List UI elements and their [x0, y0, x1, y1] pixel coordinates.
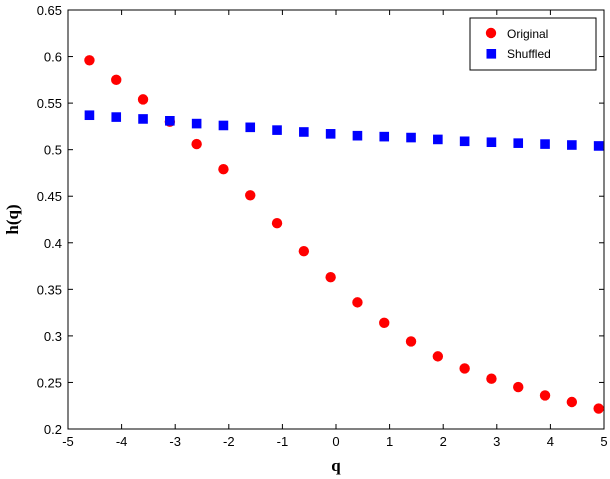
x-tick-label: 3	[493, 434, 500, 449]
x-tick-label: 4	[547, 434, 554, 449]
data-point-original	[298, 245, 310, 257]
data-point-shuffled	[325, 129, 336, 139]
x-tick-label: -5	[62, 434, 74, 449]
data-point-shuffled	[593, 141, 604, 151]
plot-area	[67, 9, 605, 430]
data-point-original	[352, 297, 363, 308]
data-point-shuffled	[111, 112, 122, 122]
x-tick-label: -3	[169, 434, 181, 449]
data-point-original	[593, 403, 604, 414]
data-point-original	[405, 336, 417, 347]
y-tick-label: 0.25	[37, 375, 62, 390]
data-point-shuffled	[191, 118, 202, 129]
data-point-original	[379, 317, 390, 329]
data-point-original	[111, 74, 122, 86]
data-point-original	[325, 272, 336, 283]
data-point-original	[432, 351, 444, 362]
data-markers	[84, 55, 604, 414]
x-tick-label: 2	[440, 434, 447, 449]
y-tick-label: 0.45	[37, 189, 62, 204]
data-point-shuffled	[352, 130, 363, 141]
y-tick-label: 0.6	[44, 50, 62, 65]
y-tick-label: 0.65	[37, 3, 62, 18]
x-tick-label: -2	[223, 434, 235, 449]
data-point-original	[245, 190, 256, 201]
data-point-shuffled	[379, 131, 390, 142]
x-tick-label: 0	[332, 434, 339, 449]
data-point-shuffled	[272, 125, 282, 135]
data-point-shuffled	[218, 120, 229, 131]
legend: Original Shuffled	[469, 17, 597, 71]
data-point-shuffled	[540, 139, 550, 149]
data-point-original	[486, 373, 497, 384]
y-tick-label: 0.2	[44, 422, 62, 437]
data-point-original	[191, 138, 202, 150]
legend-marker-original	[485, 27, 497, 39]
data-point-original	[137, 94, 149, 105]
x-tick-label: 5	[600, 434, 607, 449]
y-tick-label: 0.5	[44, 143, 62, 158]
data-point-shuffled	[165, 116, 175, 126]
y-tick-label: 0.55	[37, 96, 62, 111]
data-point-original	[84, 55, 95, 66]
data-point-original	[459, 363, 470, 374]
plot-frame	[67, 9, 605, 430]
data-point-shuffled	[406, 132, 416, 143]
data-point-shuffled	[138, 114, 148, 124]
data-point-shuffled	[433, 134, 443, 145]
axis-tick-labels: -5 -4 -3 -2 -1 0 1 2 3 4 5 0.2 0.25 0.3 0.35 0.4 0.45 0.5…	[37, 3, 608, 449]
data-point-shuffled	[84, 110, 95, 121]
y-tick-label: 0.35	[37, 282, 62, 297]
y-tick-label: 0.3	[44, 329, 62, 344]
data-point-original	[271, 218, 283, 229]
data-point-original	[218, 164, 229, 175]
y-tick-label: 0.4	[44, 236, 62, 251]
data-point-original	[513, 381, 524, 393]
x-tick-label: 1	[386, 434, 393, 449]
y-axis-label: h(q)	[3, 204, 22, 234]
data-point-shuffled	[486, 137, 497, 148]
data-point-shuffled	[245, 122, 256, 133]
data-point-shuffled	[567, 140, 577, 150]
legend-label-shuffled: Shuffled	[507, 47, 551, 61]
x-tick-label: -4	[116, 434, 128, 449]
axis-ticks	[67, 9, 605, 430]
legend-box	[469, 17, 597, 71]
x-axis-label: q	[331, 456, 341, 475]
data-point-shuffled	[513, 138, 524, 148]
data-point-original	[566, 396, 578, 408]
data-point-original	[539, 390, 551, 401]
data-point-shuffled	[299, 127, 309, 137]
legend-label-original: Original	[507, 27, 548, 41]
legend-marker-shuffled	[486, 49, 497, 59]
x-tick-label: -1	[277, 434, 289, 449]
data-point-shuffled	[459, 136, 470, 147]
